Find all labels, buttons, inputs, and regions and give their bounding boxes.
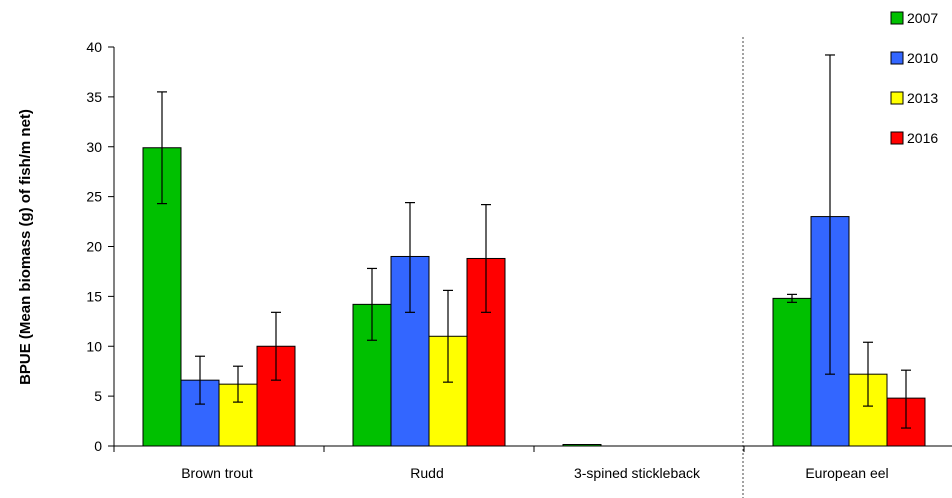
bar-2007: [562, 444, 602, 447]
y-tick-label: 5: [94, 388, 102, 404]
x-category-label: 3-spined stickleback: [574, 465, 701, 481]
x-category-label: Brown trout: [181, 465, 253, 481]
legend: 2007 2010 2013 2016: [890, 10, 938, 146]
y-tick-label: 30: [86, 139, 102, 155]
y-axis-label: BPUE (Mean biomass (g) of fish/m net): [17, 109, 34, 385]
legend-label-2013: 2013: [907, 90, 938, 106]
axes: 0 5 10 15 20 25 30 35 40 Brown trout Rudd 3-spined …: [86, 37, 952, 498]
legend-swatch-2016: [890, 131, 904, 145]
bar-2007: [142, 147, 182, 447]
bar-2007: [352, 303, 392, 447]
bar-2007: [772, 297, 812, 447]
y-tick-label: 10: [86, 338, 102, 354]
legend-label-2007: 2007: [907, 10, 938, 26]
legend-swatch-2007: [890, 11, 904, 25]
y-tick-label: 0: [94, 438, 102, 454]
y-tick-label: 40: [86, 39, 102, 55]
y-tick-label: 20: [86, 239, 102, 255]
y-tick-label: 25: [86, 189, 102, 205]
bars: [142, 147, 926, 447]
legend-label-2010: 2010: [907, 50, 938, 66]
y-tick-label: 15: [86, 288, 102, 304]
x-category-label: Rudd: [410, 465, 443, 481]
error-bars: [157, 54, 911, 429]
y-tick-label: 35: [86, 89, 102, 105]
legend-swatch-2013: [890, 91, 904, 105]
legend-swatch-2010: [890, 51, 904, 65]
x-category-label: European eel: [805, 465, 888, 481]
legend-label-2016: 2016: [907, 130, 938, 146]
